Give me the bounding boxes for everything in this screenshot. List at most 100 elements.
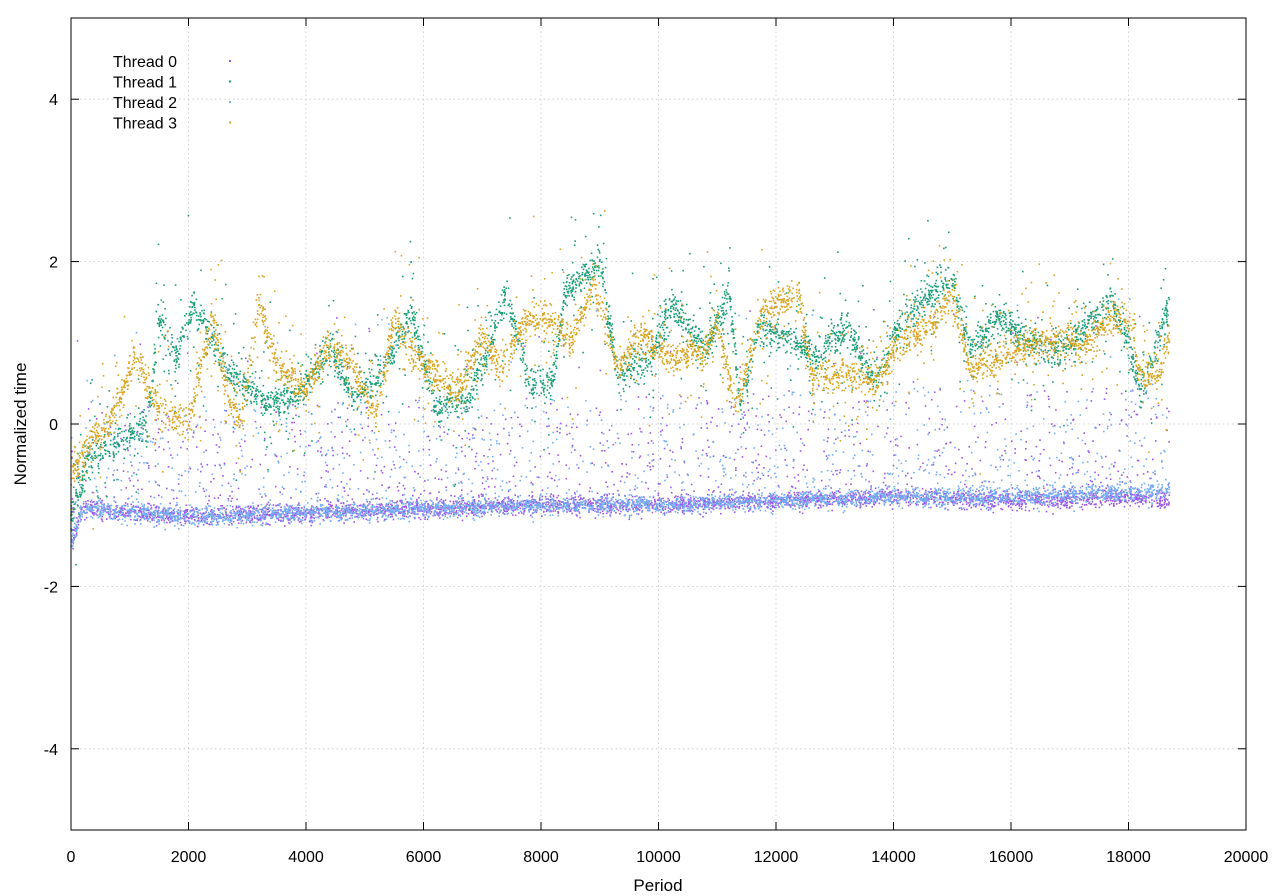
- data-point: [766, 332, 769, 335]
- data-point: [556, 496, 558, 499]
- data-point: [387, 355, 390, 357]
- data-point: [247, 517, 250, 520]
- data-point: [362, 493, 365, 495]
- data-point: [346, 507, 348, 510]
- data-point: [235, 462, 238, 464]
- data-point: [203, 490, 206, 492]
- data-point: [802, 503, 805, 506]
- data-point: [1095, 503, 1097, 506]
- data-point: [707, 352, 710, 355]
- data-point: [1149, 494, 1152, 496]
- data-point: [817, 500, 820, 502]
- data-point: [1062, 504, 1065, 506]
- data-point: [858, 355, 860, 358]
- data-point: [646, 503, 649, 506]
- data-point: [196, 525, 199, 528]
- data-point: [1130, 361, 1132, 363]
- data-point: [154, 449, 157, 452]
- data-point: [137, 378, 140, 380]
- data-point: [299, 429, 301, 432]
- data-point: [227, 514, 229, 516]
- data-point: [622, 388, 625, 390]
- data-point: [553, 499, 555, 501]
- data-point: [717, 408, 720, 410]
- data-point: [702, 515, 704, 518]
- data-point: [71, 498, 74, 500]
- data-point: [440, 498, 442, 501]
- data-point: [88, 446, 91, 448]
- data-point: [608, 493, 611, 495]
- data-point: [874, 502, 877, 504]
- data-point: [1133, 361, 1136, 364]
- data-point: [1101, 504, 1103, 506]
- data-point: [150, 504, 152, 507]
- data-point: [865, 496, 868, 499]
- data-point: [312, 514, 315, 516]
- data-point: [1053, 496, 1056, 499]
- data-point: [247, 505, 250, 507]
- data-point: [638, 456, 641, 459]
- data-point: [219, 494, 221, 496]
- data-point: [887, 427, 889, 429]
- data-point: [577, 495, 580, 498]
- data-point: [953, 494, 955, 497]
- data-point: [1002, 490, 1005, 493]
- data-point: [807, 491, 810, 494]
- data-point: [1006, 490, 1009, 493]
- data-point: [565, 477, 568, 480]
- data-point: [1003, 319, 1005, 322]
- data-point: [798, 413, 800, 416]
- data-point: [578, 285, 581, 287]
- data-point: [709, 317, 712, 319]
- data-point: [250, 466, 252, 468]
- data-point: [275, 411, 277, 413]
- data-point: [814, 503, 817, 505]
- data-point: [788, 500, 791, 502]
- data-point: [238, 513, 240, 516]
- data-point: [397, 504, 399, 507]
- data-point: [1166, 499, 1169, 501]
- data-point: [777, 484, 780, 487]
- data-point: [290, 398, 292, 401]
- data-point: [909, 503, 911, 506]
- data-point: [675, 506, 678, 509]
- data-point: [524, 345, 526, 347]
- data-point: [1165, 504, 1168, 506]
- data-point: [832, 493, 834, 495]
- data-point: [490, 510, 493, 513]
- data-point: [762, 500, 765, 503]
- data-point: [161, 420, 163, 422]
- data-point: [621, 475, 623, 478]
- data-point: [806, 346, 808, 348]
- data-point: [969, 356, 972, 359]
- data-point: [95, 418, 98, 420]
- data-point: [1116, 503, 1118, 505]
- data-point: [480, 493, 483, 496]
- data-point: [408, 451, 411, 453]
- data-point: [459, 506, 462, 509]
- data-point: [1107, 496, 1110, 498]
- data-point: [850, 483, 852, 485]
- data-point: [116, 469, 119, 471]
- data-point: [142, 516, 145, 519]
- data-point: [365, 518, 368, 520]
- data-point: [657, 494, 660, 496]
- data-point: [236, 372, 239, 375]
- data-point: [913, 308, 916, 310]
- data-point: [571, 444, 574, 447]
- data-point: [592, 497, 594, 500]
- data-point: [132, 485, 135, 487]
- data-point: [324, 341, 326, 344]
- data-point: [1021, 504, 1023, 506]
- data-point: [519, 507, 522, 510]
- data-point: [282, 391, 285, 393]
- data-point: [112, 474, 114, 476]
- data-point: [99, 459, 101, 462]
- data-point: [803, 501, 805, 504]
- data-point: [412, 494, 414, 497]
- data-point: [683, 461, 686, 464]
- data-point: [483, 488, 486, 490]
- data-point: [326, 464, 328, 467]
- data-point: [247, 360, 249, 363]
- data-point: [472, 434, 474, 436]
